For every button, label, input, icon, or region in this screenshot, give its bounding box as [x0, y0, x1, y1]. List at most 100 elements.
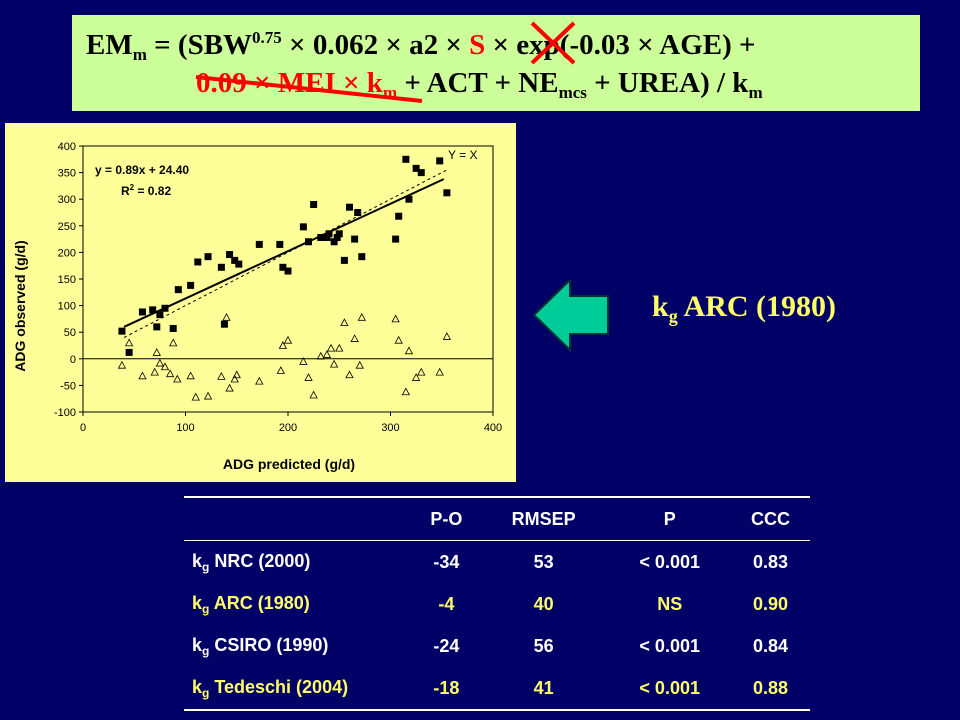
x-tick-label: 0: [80, 422, 86, 434]
data-point-square: [217, 263, 225, 271]
eq-part: = (SBW: [146, 29, 253, 61]
data-point-square: [340, 256, 348, 264]
data-point-triangle: [160, 362, 170, 371]
data-point-square: [125, 348, 133, 356]
data-point-triangle: [442, 332, 452, 340]
eq-struck-term-s: S: [469, 29, 486, 61]
data-point-triangle: [150, 367, 159, 376]
eq-part-sub: m: [748, 83, 763, 102]
equation-line-1: EMm = (SBW0.75 × 0.062 × a2 × S × exp(-0…: [86, 29, 756, 63]
data-point-square: [284, 267, 292, 275]
row-label-sub: g: [202, 559, 210, 574]
data-point-triangle: [203, 391, 213, 400]
row-label-sub: g: [202, 685, 210, 700]
data-point-square: [138, 308, 146, 316]
data-point-triangle: [411, 373, 421, 381]
cell-po: -4: [438, 593, 455, 614]
data-point-triangle: [309, 390, 318, 399]
data-point-triangle: [435, 367, 444, 376]
data-point-square: [412, 164, 420, 172]
data-point-square: [194, 258, 202, 266]
data-point-square: [231, 256, 239, 264]
cell-ccc: 0.83: [752, 551, 789, 572]
data-point-square: [392, 235, 400, 243]
eq-part: × exp(-0.03 × AGE) +: [485, 29, 756, 61]
x-tick-label: 300: [381, 422, 399, 434]
table-row: kg Tedeschi (2004) -18 41 < 0.001 0.88: [184, 667, 810, 710]
header-cell-p: P: [663, 508, 676, 529]
eq-part: + UREA) / k: [586, 67, 749, 99]
data-point-triangle: [186, 371, 195, 380]
regression-equation-label: y = 0.89x + 24.40: [95, 163, 189, 177]
eq-part: + ACT + NE: [397, 67, 559, 99]
data-point-triangle: [222, 312, 231, 321]
data-point-square: [305, 238, 312, 246]
header-cell-rmsep: RMSEP: [511, 508, 576, 529]
y-tick-label: 200: [58, 247, 76, 259]
row-label-name: NRC (2000): [209, 550, 311, 571]
data-point-square: [443, 189, 451, 197]
data-point-square: [187, 281, 195, 289]
data-point-triangle: [230, 374, 239, 383]
data-point-triangle: [191, 392, 200, 401]
data-point-triangle: [326, 343, 336, 352]
table-row: kg CSIRO (1990) -24 56 < 0.001 0.84: [184, 625, 810, 667]
data-point-square: [226, 251, 234, 259]
equation-line-2: 0.09 × MEI × k m + ACT + NEmcs + UREA) / …: [196, 67, 763, 102]
data-point-triangle: [225, 383, 234, 392]
row-label: kg Tedeschi (2004): [184, 667, 414, 710]
data-point-triangle: [357, 312, 366, 321]
row-label: kg NRC (2000): [184, 541, 414, 584]
data-point-triangle: [329, 359, 339, 368]
data-point-square: [335, 230, 343, 238]
data-point-square: [255, 240, 263, 248]
data-point-triangle: [322, 350, 332, 358]
r-squared-value: = 0.82: [134, 184, 171, 198]
data-point-square: [317, 234, 325, 242]
x-axis-title: ADG predicted (g/d): [223, 456, 355, 472]
r-squared-sup: 2: [130, 183, 135, 192]
data-point-square: [220, 320, 228, 328]
r-squared-label: R2 = 0.82: [121, 183, 171, 198]
equation-box: EMm = (SBW0.75 × 0.062 × a2 × S × exp(-0…: [72, 15, 920, 111]
y-tick-label: -100: [54, 407, 76, 419]
cell-rmsep: 53: [533, 551, 554, 572]
data-point-triangle: [283, 335, 293, 344]
cell-p: NS: [657, 593, 683, 614]
data-point-triangle: [391, 314, 400, 323]
data-point-square: [204, 253, 212, 261]
y-tick-label: 50: [64, 327, 76, 339]
data-point-triangle: [299, 357, 308, 365]
left-arrow-icon: [534, 280, 609, 352]
y-tick-label: 350: [58, 168, 76, 180]
data-point-triangle: [316, 351, 325, 360]
data-point-triangle: [232, 370, 241, 379]
y-tick-label: 400: [58, 141, 76, 153]
data-point-triangle: [335, 343, 344, 352]
eq-struck-term-mei: 0.09 × MEI × k: [196, 67, 383, 99]
row-label-k: k: [192, 634, 203, 655]
x-tick-label: 200: [279, 422, 297, 434]
data-point-square: [333, 234, 341, 242]
eq-part-sub: mcs: [558, 83, 587, 102]
y-axis-title: ADG observed (g/d): [12, 240, 28, 371]
row-label-name: Tedeschi (2004): [209, 676, 349, 697]
data-point-square: [354, 209, 362, 216]
model-label: kg ARC (1980): [652, 290, 836, 327]
header-cell-ccc: CCC: [751, 508, 790, 529]
y-tick-label: -50: [60, 380, 76, 392]
data-point-triangle: [155, 358, 165, 367]
identity-line-label: Y = X: [448, 148, 477, 162]
data-point-square: [417, 169, 425, 177]
data-point-square: [169, 324, 177, 332]
data-point-triangle: [165, 369, 175, 378]
row-label-name: CSIRO (1990): [209, 634, 329, 655]
cell-p: < 0.001: [639, 635, 700, 656]
eq-part: EM: [86, 29, 133, 61]
cell-ccc: 0.88: [752, 677, 789, 698]
data-point-triangle: [217, 372, 226, 380]
chart-panel: -100 -50 0 50 100 150 200 250 300 350 400 0 100 200 30…: [5, 123, 516, 482]
cell-po: -34: [433, 551, 460, 572]
data-point-square: [153, 323, 161, 331]
row-label: kg ARC (1980): [184, 583, 414, 625]
